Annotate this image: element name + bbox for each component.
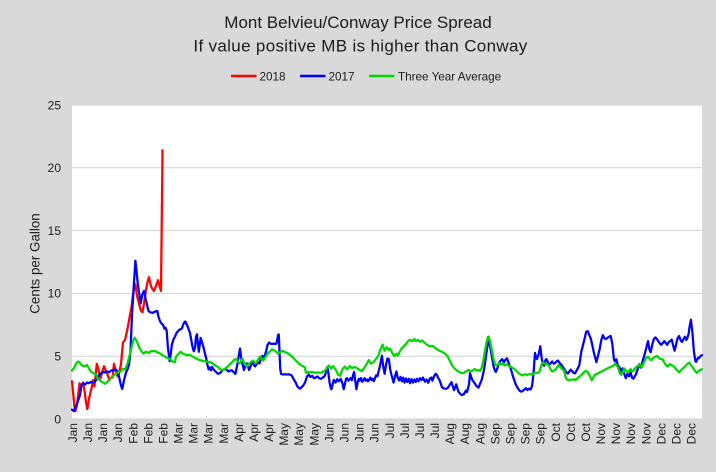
svg-text:Apr: Apr — [232, 423, 246, 442]
svg-text:May: May — [307, 423, 321, 446]
svg-text:5: 5 — [54, 350, 61, 364]
svg-text:Mar: Mar — [217, 423, 231, 444]
svg-text:Mar: Mar — [187, 423, 201, 444]
svg-text:Sep: Sep — [488, 423, 502, 445]
svg-text:Nov: Nov — [609, 423, 623, 444]
svg-text:Aug: Aug — [443, 423, 457, 444]
svg-text:2018: 2018 — [260, 71, 286, 84]
svg-text:Mar: Mar — [172, 423, 186, 444]
svg-text:Jun: Jun — [322, 423, 336, 442]
svg-text:Jul: Jul — [428, 423, 442, 438]
svg-text:Aug: Aug — [473, 423, 487, 444]
svg-text:Nov: Nov — [624, 423, 638, 444]
svg-text:Jun: Jun — [368, 423, 382, 442]
svg-text:Dec: Dec — [670, 423, 684, 444]
svg-text:Oct: Oct — [564, 422, 578, 441]
svg-text:Sep: Sep — [534, 423, 548, 445]
svg-text:Jan: Jan — [111, 423, 125, 442]
svg-text:Feb: Feb — [141, 423, 155, 444]
svg-text:Feb: Feb — [126, 423, 140, 444]
svg-text:20: 20 — [48, 161, 62, 175]
svg-text:Dec: Dec — [654, 423, 668, 444]
svg-text:Mar: Mar — [202, 423, 216, 444]
svg-text:Jul: Jul — [383, 423, 397, 438]
svg-text:Cents per Gallon: Cents per Gallon — [27, 213, 42, 313]
svg-text:Jan: Jan — [66, 423, 80, 442]
svg-text:Jun: Jun — [353, 423, 367, 442]
svg-text:Oct: Oct — [579, 422, 593, 441]
svg-text:Apr: Apr — [247, 423, 261, 442]
svg-text:Jul: Jul — [413, 423, 427, 438]
svg-text:25: 25 — [48, 98, 62, 112]
svg-text:Feb: Feb — [156, 423, 170, 444]
svg-text:May: May — [277, 423, 291, 446]
svg-text:Apr: Apr — [262, 423, 276, 442]
svg-text:Jun: Jun — [338, 423, 352, 442]
svg-text:Nov: Nov — [639, 423, 653, 444]
svg-text:0: 0 — [54, 412, 61, 426]
svg-text:15: 15 — [48, 224, 62, 238]
svg-text:Sep: Sep — [519, 423, 533, 445]
svg-text:Jul: Jul — [398, 423, 412, 438]
svg-text:Jan: Jan — [81, 423, 95, 442]
svg-text:Jan: Jan — [96, 423, 110, 442]
svg-text:2017: 2017 — [329, 71, 355, 84]
svg-text:Nov: Nov — [594, 423, 608, 444]
svg-text:Sep: Sep — [504, 423, 518, 445]
svg-text:If value positive MB is higher: If value positive MB is higher than Conw… — [193, 37, 527, 56]
svg-text:Oct: Oct — [549, 422, 563, 441]
svg-text:Mont Belvieu/Conway Price Spre: Mont Belvieu/Conway Price Spread — [224, 13, 491, 32]
svg-text:Dec: Dec — [685, 423, 699, 444]
svg-text:May: May — [292, 423, 306, 446]
svg-text:Aug: Aug — [458, 423, 472, 444]
svg-text:10: 10 — [48, 287, 62, 301]
svg-text:Three Year Average: Three Year Average — [398, 71, 501, 84]
